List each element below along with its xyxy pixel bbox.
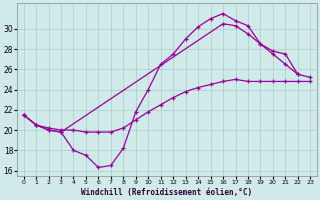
X-axis label: Windchill (Refroidissement éolien,°C): Windchill (Refroidissement éolien,°C) <box>81 188 252 197</box>
